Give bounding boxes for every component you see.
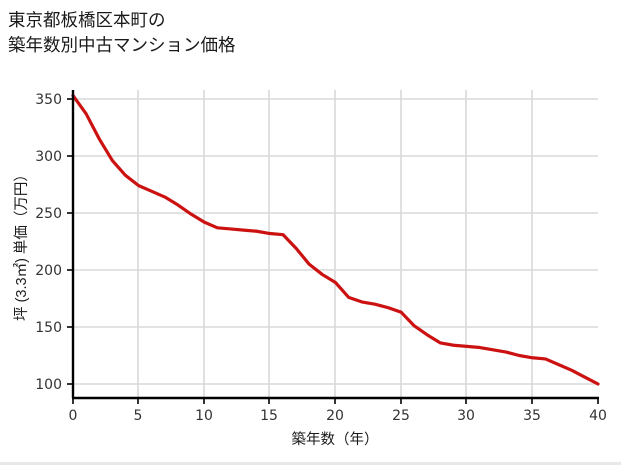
y-tick-labels: 350 300 250 200 150 100 [35,92,62,393]
x-tick-label: 30 [457,408,475,424]
x-tick-label: 0 [69,408,78,424]
y-tick-label: 100 [35,377,62,393]
y-tick-label: 200 [35,263,62,279]
x-tick-label: 20 [326,408,344,424]
data-series-line [71,93,600,386]
x-axis-title: 築年数（年） [292,430,379,448]
y-tick-label: 150 [35,320,62,336]
y-tick-label: 350 [35,92,62,108]
x-tick-marks [72,398,599,404]
x-tick-labels: 0 5 10 15 20 25 30 35 40 [69,408,607,424]
y-axis-title: 坪 (3.3㎡) 単価（万円） [13,167,30,321]
x-tick-label: 25 [392,408,410,424]
x-tick-label: 35 [523,408,541,424]
y-tick-label: 300 [35,149,62,165]
y-tick-marks [67,98,73,385]
chart-title: 東京都板橋区本町の 築年数別中古マンション価格 [8,10,236,55]
x-tick-label: 15 [260,408,278,424]
x-tick-label: 10 [195,408,213,424]
y-tick-label: 250 [35,206,62,222]
bottom-divider [0,462,621,465]
x-tick-label: 5 [134,408,143,424]
x-tick-label: 40 [589,408,607,424]
